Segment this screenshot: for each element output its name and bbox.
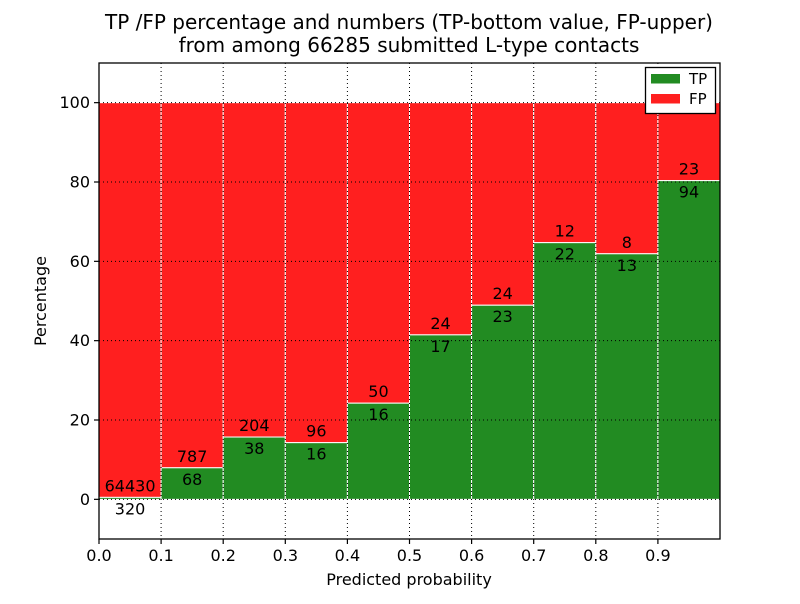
fp-count-label: 8 <box>622 233 632 252</box>
x-tick-label: 0.6 <box>459 546 484 565</box>
bar-segment-fp <box>222 102 286 438</box>
tp-count-label: 13 <box>617 256 637 275</box>
fp-count-label: 96 <box>306 422 326 441</box>
fp-count-label: 204 <box>239 416 270 435</box>
legend: TP FP <box>644 66 717 115</box>
bar-value-labels: 64430 320 787 68 204 38 96 16 50 16 24 17 24 23 12 22 8 1… <box>105 160 700 519</box>
tp-count-label: 38 <box>244 439 264 458</box>
tp-count-label: 94 <box>679 183 699 202</box>
bar-segment-fp <box>409 102 473 336</box>
bar-segment-tp <box>657 180 721 500</box>
tp-count-label: 16 <box>368 405 388 424</box>
bar-segment-tp <box>409 334 473 500</box>
bar-segment-tp <box>346 402 410 500</box>
bar-segment-fp <box>284 102 348 444</box>
x-tick-label: 0.8 <box>583 546 608 565</box>
x-tick-label: 0.5 <box>397 546 422 565</box>
tp-count-label: 68 <box>182 470 202 489</box>
fp-count-label: 64430 <box>105 476 156 495</box>
y-tick-label: 100 <box>59 93 90 112</box>
y-tick-label: 60 <box>70 252 90 271</box>
chart-title-line2: from among 66285 submitted L-type contac… <box>179 33 640 57</box>
legend-swatch-tp <box>651 74 680 84</box>
x-tick-label: 0.2 <box>210 546 235 565</box>
bar-segment-tp <box>471 304 535 500</box>
fp-count-label: 23 <box>679 160 699 179</box>
tp-count-label: 22 <box>555 245 575 264</box>
bar-segment-tp <box>533 242 597 500</box>
x-tick-label: 0.3 <box>273 546 298 565</box>
bar-segment-tp <box>595 253 659 500</box>
fp-count-label: 12 <box>555 222 575 241</box>
fp-count-label: 787 <box>177 447 208 466</box>
x-tick-label: 0.7 <box>521 546 546 565</box>
axis-tick-labels: 0.0 0.1 0.2 0.3 0.4 0.5 0.6 0.7 0.8 0.9 0 20 40 60 80 1… <box>59 93 670 565</box>
tp-count-label: 17 <box>430 337 450 356</box>
tp-count-label: 16 <box>306 445 326 464</box>
y-tick-label: 20 <box>70 411 90 430</box>
x-axis-label: Predicted probability <box>326 570 492 589</box>
plot-border <box>98 62 721 540</box>
bar-segment-tp <box>284 442 348 500</box>
y-axis-label: Percentage <box>31 256 50 346</box>
bar-segment-fp <box>346 102 410 404</box>
legend-label-tp: TP <box>688 70 707 88</box>
bar-segment-fp <box>533 102 597 244</box>
bar-segment-fp <box>98 102 162 498</box>
chart-title-line1: TP /FP percentage and numbers (TP-bottom… <box>104 10 713 34</box>
fp-count-label: 50 <box>368 382 388 401</box>
legend-label-fp: FP <box>689 90 707 108</box>
bars-layer <box>98 102 721 500</box>
bar-segment-fp <box>657 102 721 182</box>
legend-swatch-fp <box>651 94 680 104</box>
x-tick-label: 0.9 <box>645 546 670 565</box>
bar-segment-tp <box>222 436 286 500</box>
bar-segment-fp <box>595 102 659 255</box>
tp-count-label: 320 <box>115 499 146 518</box>
axis-ticks <box>94 102 659 544</box>
y-tick-label: 80 <box>70 173 90 192</box>
tp-count-label: 23 <box>492 307 512 326</box>
bar-segment-fp <box>160 102 224 469</box>
fp-count-label: 24 <box>492 284 512 303</box>
x-tick-label: 0.4 <box>335 546 360 565</box>
x-tick-label: 0.0 <box>86 546 111 565</box>
y-tick-label: 0 <box>80 490 90 509</box>
y-tick-label: 40 <box>70 331 90 350</box>
fp-count-label: 24 <box>430 314 450 333</box>
x-tick-label: 0.1 <box>148 546 173 565</box>
bar-segment-fp <box>471 102 535 306</box>
